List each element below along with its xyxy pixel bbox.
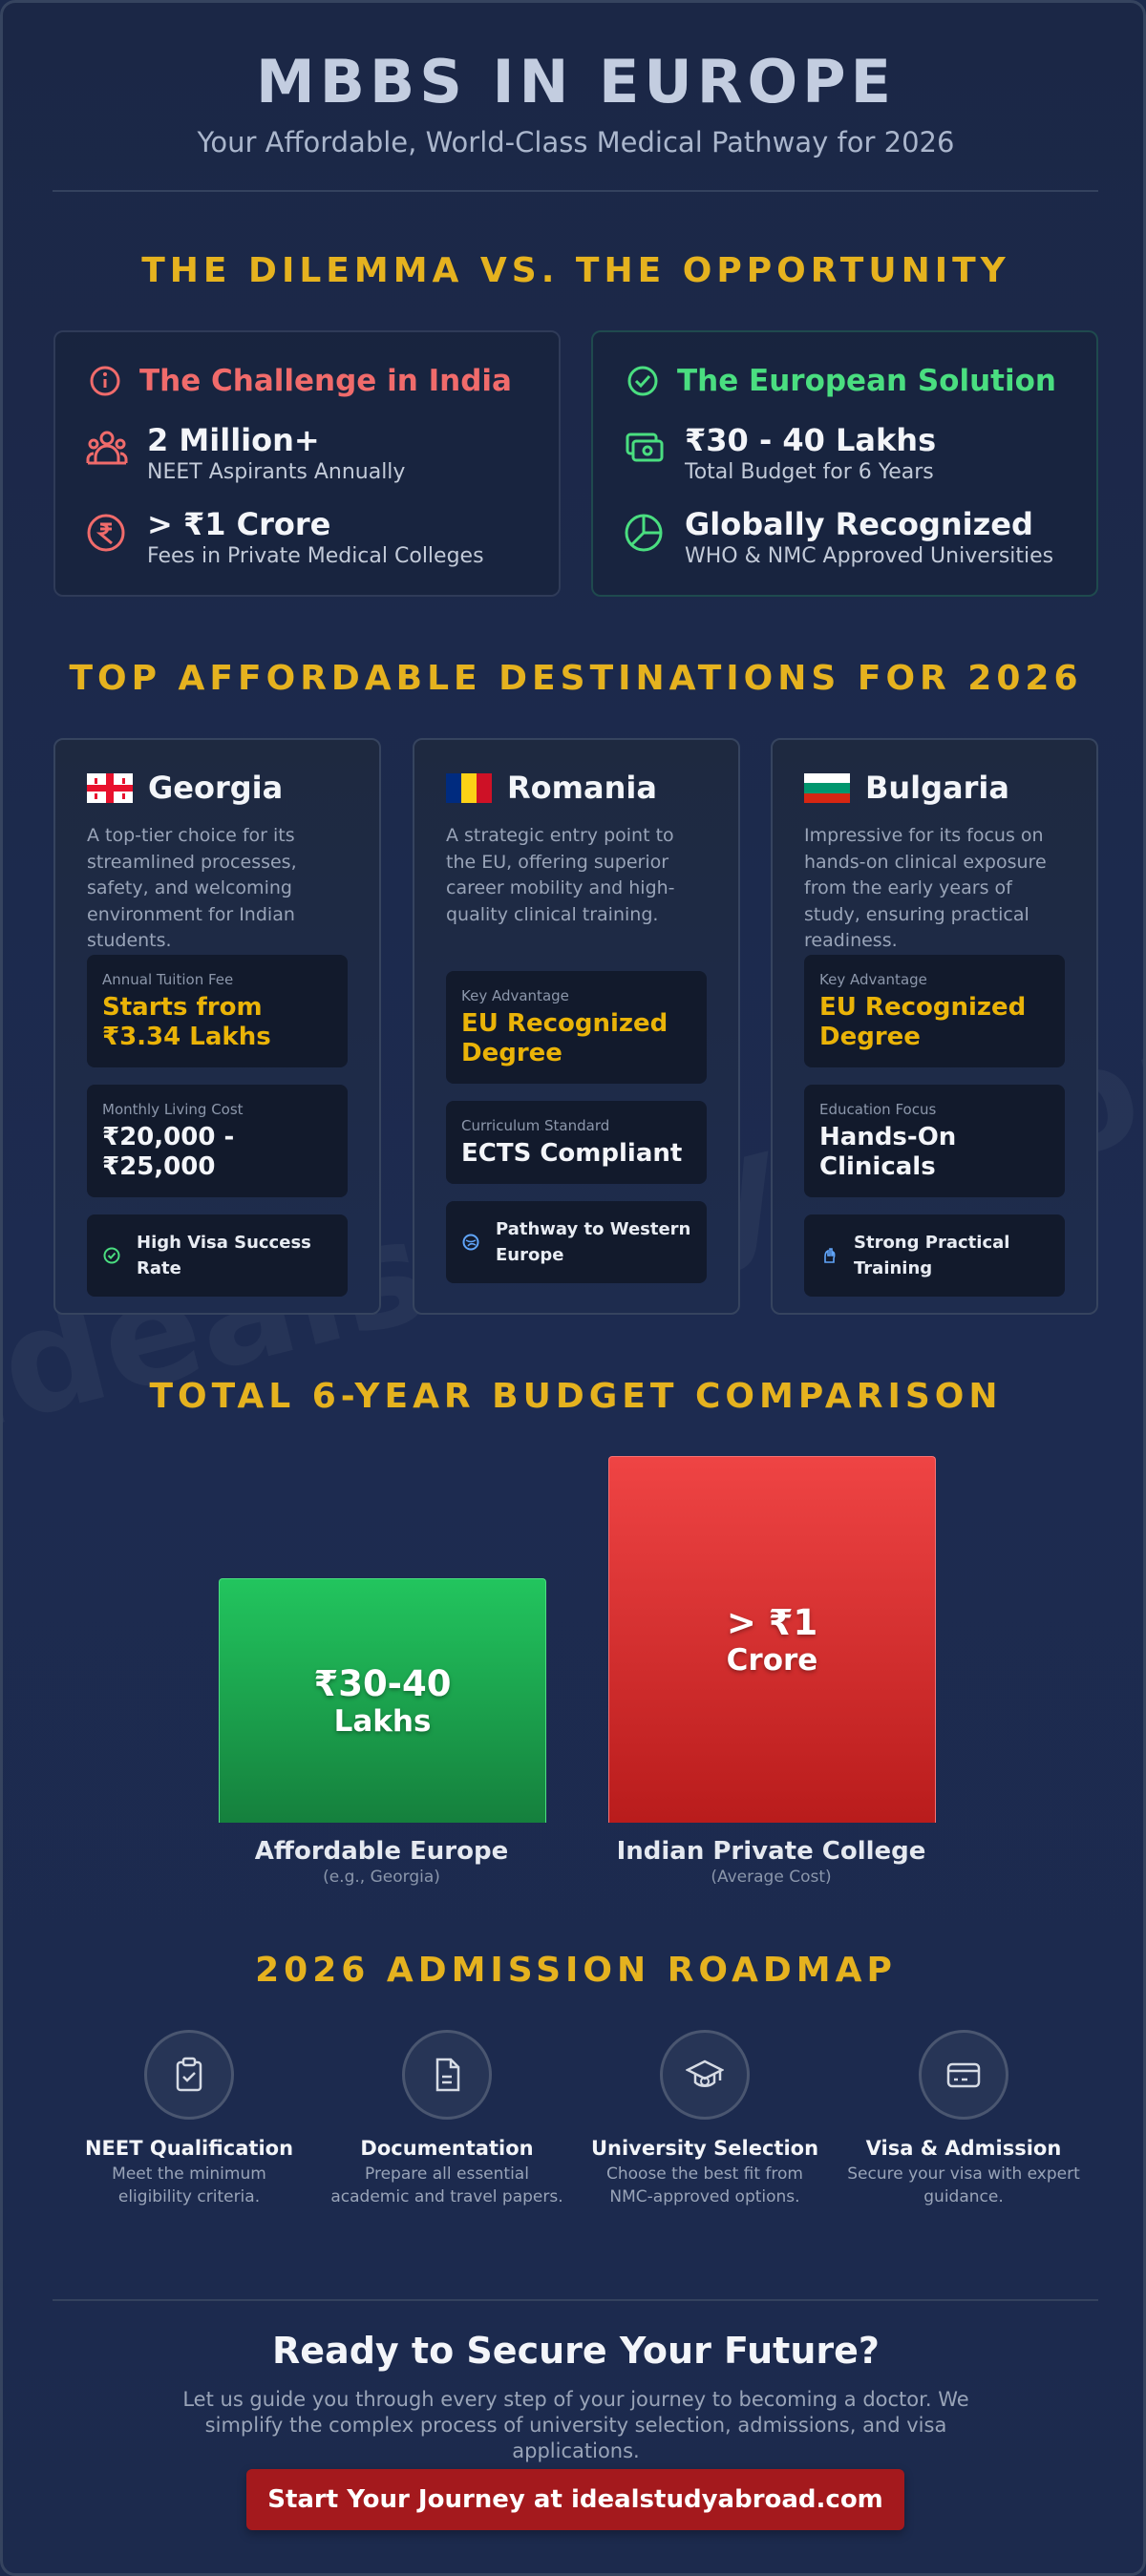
item-value: 2 Million+ (147, 422, 320, 458)
fact-box: Monthly Living Cost ₹20,000 - ₹25,000 (87, 1084, 348, 1197)
highlight-box: Strong Practical Training (804, 1214, 1065, 1297)
fact-box: Education Focus Hands-On Clinicals (804, 1084, 1065, 1197)
step-icon (428, 2056, 466, 2094)
item-value: Globally Recognized (685, 506, 1033, 542)
title: MBBS IN EUROPE (256, 47, 896, 116)
card-header: Bulgaria (804, 771, 1065, 804)
item-label: NEET Aspirants Annually (147, 460, 406, 484)
item-value: > ₹1 Crore (147, 506, 331, 542)
item-label: Total Budget for 6 Years (685, 460, 934, 484)
destination-name: Georgia (148, 770, 284, 806)
comparison-card: The Challenge in India 2 Million+ NEET Asp… (53, 330, 561, 597)
step-icon (944, 2056, 983, 2094)
destination-name: Bulgaria (865, 770, 1009, 806)
subtitle: Your Affordable, World-Class Medical Pat… (197, 126, 955, 158)
fact-value: Hands-On Clinicals (819, 1122, 957, 1181)
flag (804, 772, 850, 803)
highlight-text: High Visa Success Rate (137, 1232, 311, 1278)
bar-unit: Lakhs (333, 1703, 432, 1739)
destination-description: Impressive for its focus on hands-on cli… (804, 825, 1047, 951)
highlight-icon (461, 1233, 480, 1252)
section-heading: TOTAL 6-YEAR BUDGET COMPARISON (149, 1377, 1003, 1416)
item-label: WHO & NMC Approved Universities (685, 544, 1054, 568)
bar-amount: ₹30-40 (313, 1662, 452, 1704)
step-title: Visa & Admission (865, 2137, 1062, 2160)
card-header: Georgia (87, 771, 348, 804)
card-header: Romania (446, 771, 707, 804)
destination-card: Bulgaria Impressive for its focus on hand… (771, 738, 1098, 1315)
step-description: Meet the minimum eligibility criteria. (112, 2164, 266, 2206)
bar-label: Indian Private College (616, 1837, 926, 1866)
highlight-text: Pathway to Western Europe (496, 1219, 691, 1265)
fact-label: Annual Tuition Fee (102, 970, 234, 988)
flag (446, 772, 492, 803)
card-icon (626, 364, 660, 402)
section-heading: 2026 ADMISSION ROADMAP (255, 1951, 897, 1990)
fact-box: Key Advantage EU Recognized Degree (804, 954, 1065, 1067)
item-icon (86, 429, 128, 471)
fact-label: Curriculum Standard (461, 1117, 610, 1134)
destination-card: Romania A strategic entry point to the EU… (413, 738, 740, 1315)
fact-value: Starts from ₹3.34 Lakhs (102, 992, 271, 1051)
item-value: ₹30 - 40 Lakhs (685, 422, 937, 458)
step-description: Prepare all essential academic and trave… (330, 2164, 563, 2206)
cta-button[interactable]: Start Your Journey at idealstudyabroad.c… (246, 2469, 904, 2530)
item-icon (86, 513, 126, 557)
step-title: NEET Qualification (84, 2137, 294, 2160)
section-heading: TOP AFFORDABLE DESTINATIONS FOR 2026 (69, 659, 1083, 698)
item-icon (624, 513, 664, 557)
step-circle (144, 2030, 234, 2120)
bar-amount: > ₹1 (726, 1601, 818, 1643)
step-icon (685, 2056, 725, 2094)
budget-bar: ₹30-40 Lakhs (219, 1578, 546, 1823)
fact-label: Key Advantage (819, 970, 927, 988)
destination-description: A top-tier choice for its streamlined pr… (87, 825, 297, 951)
step-circle (660, 2030, 750, 2120)
fact-value: ECTS Compliant (461, 1139, 683, 1168)
highlight-text: Strong Practical Training (854, 1232, 1010, 1278)
destination-card: Georgia A top-tier choice for its streaml… (53, 738, 381, 1315)
highlight-box: High Visa Success Rate (87, 1214, 348, 1297)
highlight-box: Pathway to Western Europe (446, 1201, 707, 1283)
comparison-card: The European Solution ₹30 - 40 Lakhs Total… (591, 330, 1098, 597)
section-heading: THE DILEMMA VS. THE OPPORTUNITY (141, 251, 1010, 290)
fact-value: EU Recognized Degree (819, 992, 1027, 1051)
step-title: University Selection (590, 2137, 819, 2160)
cta-title: Ready to Secure Your Future? (272, 2330, 880, 2372)
card-icon (88, 364, 122, 402)
fact-box: Key Advantage EU Recognized Degree (446, 971, 707, 1084)
fact-value: ₹20,000 - ₹25,000 (102, 1122, 235, 1181)
step-icon (170, 2056, 208, 2094)
fact-label: Monthly Living Cost (102, 1100, 244, 1118)
destination-name: Romania (507, 770, 657, 806)
bar-note: (e.g., Georgia) (323, 1868, 440, 1887)
budget-bar: > ₹1 Crore (608, 1456, 936, 1823)
step-circle (402, 2030, 492, 2120)
highlight-icon (102, 1246, 121, 1265)
step-title: Documentation (360, 2137, 534, 2160)
destination-description: A strategic entry point to the EU, offer… (446, 825, 675, 925)
step-description: Choose the best fit from NMC-approved op… (606, 2164, 803, 2206)
flag (87, 772, 133, 803)
step-description: Secure your visa with expert guidance. (847, 2164, 1080, 2206)
fact-label: Education Focus (819, 1100, 937, 1118)
highlight-icon (819, 1246, 838, 1265)
cta-text: Let us guide you through every step of y… (182, 2388, 969, 2462)
fact-label: Key Advantage (461, 987, 569, 1004)
fact-box: Curriculum Standard ECTS Compliant (446, 1101, 707, 1184)
item-icon (624, 429, 666, 471)
item-label: Fees in Private Medical Colleges (147, 544, 484, 568)
bar-note: (Average Cost) (711, 1868, 832, 1887)
divider (53, 2299, 1098, 2301)
divider (53, 190, 1098, 192)
bar-unit: Crore (726, 1642, 818, 1678)
card-title: The European Solution (677, 364, 1056, 398)
bar-label: Affordable Europe (254, 1837, 509, 1866)
fact-box: Annual Tuition Fee Starts from ₹3.34 Lakh… (87, 954, 348, 1067)
card-title: The Challenge in India (139, 364, 512, 398)
step-circle (919, 2030, 1008, 2120)
fact-value: EU Recognized Degree (461, 1009, 668, 1067)
